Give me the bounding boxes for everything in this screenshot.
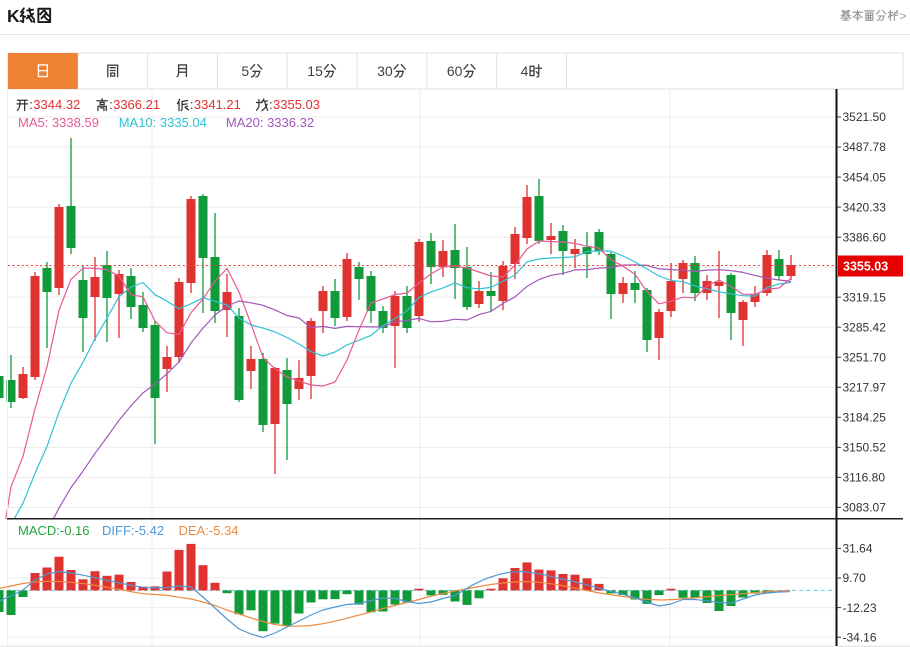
svg-text:DIFF:-5.42: DIFF:-5.42 xyxy=(102,523,164,538)
svg-text:3454.05: 3454.05 xyxy=(843,170,887,184)
svg-text:60: 60 xyxy=(447,63,463,79)
svg-text:MA10: 3335.04: MA10: 3335.04 xyxy=(119,115,207,130)
svg-text:3386.60: 3386.60 xyxy=(843,230,887,244)
svg-text:-34.16: -34.16 xyxy=(843,630,877,644)
svg-text:3355.03: 3355.03 xyxy=(843,260,888,274)
svg-text:3083.07: 3083.07 xyxy=(843,501,887,515)
svg-text:3420.33: 3420.33 xyxy=(843,200,887,214)
svg-text:3344.32: 3344.32 xyxy=(33,97,80,112)
svg-text:3116.80: 3116.80 xyxy=(843,471,886,485)
svg-text:3217.97: 3217.97 xyxy=(843,380,887,394)
svg-text:3150.52: 3150.52 xyxy=(843,441,887,455)
svg-text:30: 30 xyxy=(377,63,393,79)
svg-text::: : xyxy=(109,97,113,112)
svg-text:3251.70: 3251.70 xyxy=(843,350,887,364)
svg-text:3184.25: 3184.25 xyxy=(843,411,887,425)
svg-text:MA5: 3338.59: MA5: 3338.59 xyxy=(18,115,99,130)
svg-text:15: 15 xyxy=(307,63,323,79)
svg-text:-12.23: -12.23 xyxy=(843,601,877,615)
svg-text:MACD:-0.16: MACD:-0.16 xyxy=(18,523,90,538)
svg-text:9.70: 9.70 xyxy=(843,571,867,585)
svg-text:4: 4 xyxy=(521,63,529,79)
svg-text:MA20: 3336.32: MA20: 3336.32 xyxy=(226,115,314,130)
svg-text:3319.15: 3319.15 xyxy=(843,290,887,304)
svg-text:31.64: 31.64 xyxy=(843,542,873,556)
svg-text:3366.21: 3366.21 xyxy=(113,97,160,112)
svg-text::: : xyxy=(190,97,194,112)
svg-text::: : xyxy=(29,97,33,112)
svg-text:5: 5 xyxy=(241,63,249,79)
svg-text:3355.03: 3355.03 xyxy=(273,97,320,112)
svg-text:3285.42: 3285.42 xyxy=(843,320,887,334)
svg-text:DEA:-5.34: DEA:-5.34 xyxy=(179,523,239,538)
svg-text:K: K xyxy=(7,6,20,26)
svg-text:3487.78: 3487.78 xyxy=(843,140,887,154)
svg-text:>: > xyxy=(900,9,907,23)
svg-text:3521.50: 3521.50 xyxy=(843,110,887,124)
svg-text::: : xyxy=(269,97,273,112)
svg-text:3341.21: 3341.21 xyxy=(194,97,241,112)
